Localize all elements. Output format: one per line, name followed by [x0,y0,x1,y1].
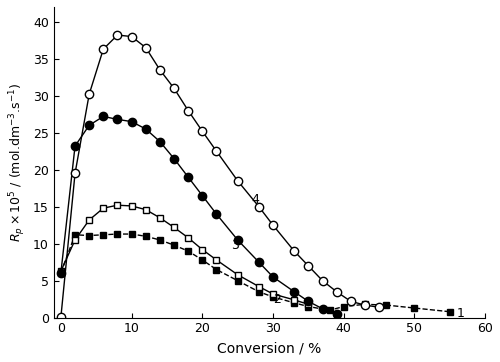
Text: 3: 3 [230,239,238,252]
Text: 1: 1 [457,307,464,320]
Text: 2: 2 [273,292,281,306]
Text: 4: 4 [252,193,260,206]
X-axis label: Conversion / %: Conversion / % [218,341,322,355]
Y-axis label: $R_p \times 10^5$ / (mol.dm$^{-3}$.s$^{-1}$): $R_p \times 10^5$ / (mol.dm$^{-3}$.s$^{-… [7,83,28,242]
